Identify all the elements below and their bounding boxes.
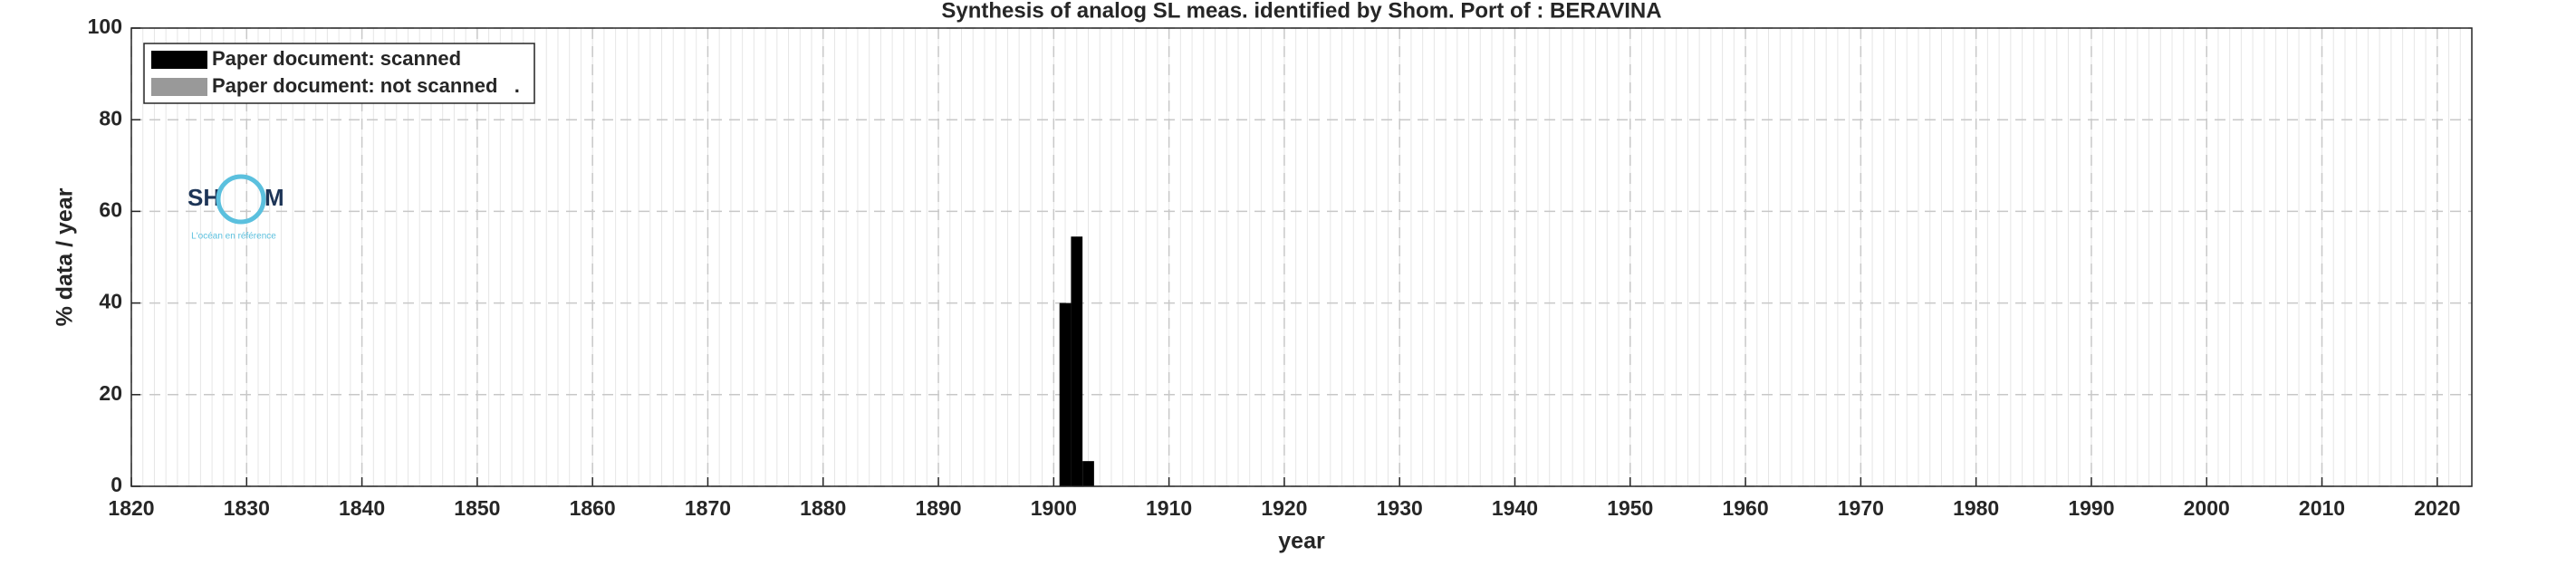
y-tick-label: 100: [88, 14, 122, 38]
legend-swatch: [151, 51, 207, 69]
y-axis-label: % data / year: [53, 187, 78, 326]
bar: [1071, 236, 1083, 486]
x-tick-label: 1880: [800, 496, 846, 520]
x-tick-label: 1960: [1722, 496, 1768, 520]
plot-area: [131, 28, 2472, 486]
y-tick-label: 0: [111, 473, 122, 496]
x-tick-label: 1890: [915, 496, 961, 520]
chart-title: Synthesis of analog SL meas. identified …: [941, 0, 1661, 23]
bar: [1082, 461, 1094, 486]
x-tick-label: 1820: [108, 496, 154, 520]
x-tick-label: 2010: [2299, 496, 2345, 520]
x-tick-label: 1870: [685, 496, 731, 520]
legend-label: Paper document: not scanned .: [212, 74, 520, 97]
x-tick-label: 1930: [1377, 496, 1423, 520]
x-tick-label: 1860: [570, 496, 616, 520]
logo-tagline: L'océan en référence: [191, 232, 276, 242]
y-tick-label: 40: [99, 290, 122, 313]
x-tick-label: 1980: [1953, 496, 1999, 520]
logo-text: M: [264, 184, 284, 211]
x-tick-label: 1850: [454, 496, 500, 520]
legend-box: [143, 43, 535, 104]
x-tick-label: 2020: [2414, 496, 2460, 520]
x-tick-label: 1950: [1607, 496, 1653, 520]
y-tick-label: 80: [99, 106, 122, 130]
x-tick-label: 1830: [224, 496, 270, 520]
x-tick-label: 2000: [2184, 496, 2230, 520]
x-tick-label: 1970: [1838, 496, 1884, 520]
logo-text: SH: [187, 184, 220, 211]
y-tick-label: 60: [99, 197, 122, 221]
x-tick-label: 1940: [1492, 496, 1538, 520]
logo-ring: [216, 174, 266, 225]
x-tick-label: 1900: [1031, 496, 1077, 520]
axes-frame: [130, 27, 2473, 487]
legend-label: Paper document: scanned: [212, 47, 461, 70]
legend: Paper document: scanned Paper document: n…: [143, 43, 535, 104]
x-tick-label: 1920: [1261, 496, 1307, 520]
bar: [1059, 302, 1072, 486]
y-tick-label: 20: [99, 381, 122, 405]
x-tick-label: 1910: [1146, 496, 1192, 520]
legend-swatch: [151, 78, 207, 96]
logo: SH M L'océan en référence: [187, 174, 284, 242]
x-axis-label: year: [1278, 529, 1325, 554]
x-tick-label: 1840: [339, 496, 385, 520]
x-tick-label: 1990: [2068, 496, 2114, 520]
